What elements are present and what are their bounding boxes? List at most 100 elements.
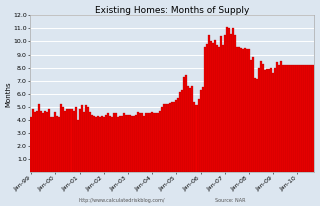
Bar <box>131 116 133 172</box>
Bar <box>181 90 183 172</box>
Bar <box>230 34 232 172</box>
Bar <box>68 109 70 172</box>
Bar <box>268 69 270 172</box>
Bar <box>145 113 147 172</box>
Bar <box>242 49 244 172</box>
Bar <box>292 65 294 172</box>
Bar <box>133 116 135 172</box>
Bar <box>75 107 76 172</box>
Bar <box>300 65 302 172</box>
Bar <box>228 28 230 172</box>
Bar <box>258 68 260 172</box>
Bar <box>180 92 181 172</box>
Bar <box>208 35 210 172</box>
Bar <box>308 65 310 172</box>
Bar <box>236 47 238 172</box>
Bar <box>76 120 78 172</box>
Bar <box>73 111 75 172</box>
Bar <box>286 65 288 172</box>
Bar <box>224 35 226 172</box>
Bar <box>163 104 165 172</box>
Bar <box>151 112 153 172</box>
Bar <box>200 90 202 172</box>
Bar <box>87 107 89 172</box>
Bar <box>147 113 149 172</box>
Bar <box>78 109 81 172</box>
Text: http://www.calculatedriskblog.com/: http://www.calculatedriskblog.com/ <box>78 198 165 203</box>
Bar <box>36 111 38 172</box>
Y-axis label: Months: Months <box>5 81 12 107</box>
Bar <box>67 109 68 172</box>
Bar <box>238 47 240 172</box>
Bar <box>256 79 258 172</box>
Bar <box>246 49 248 172</box>
Bar <box>30 117 32 172</box>
Bar <box>260 61 262 172</box>
Bar <box>93 116 95 172</box>
Bar <box>62 107 64 172</box>
Bar <box>232 28 234 172</box>
Bar <box>105 115 107 172</box>
Bar <box>310 65 312 172</box>
Bar <box>290 65 292 172</box>
Bar <box>274 68 276 172</box>
Bar <box>296 65 298 172</box>
Bar <box>276 62 278 172</box>
Bar <box>89 112 91 172</box>
Bar <box>216 45 218 172</box>
Bar <box>135 115 137 172</box>
Bar <box>103 117 105 172</box>
Bar <box>81 105 83 172</box>
Bar <box>302 65 304 172</box>
Bar <box>169 103 171 172</box>
Bar <box>101 116 103 172</box>
Bar <box>117 117 119 172</box>
Bar <box>220 36 222 172</box>
Bar <box>137 112 139 172</box>
Bar <box>214 40 216 172</box>
Bar <box>194 102 196 172</box>
Bar <box>115 113 117 172</box>
Bar <box>191 86 194 172</box>
Bar <box>252 57 254 172</box>
Bar <box>212 43 214 172</box>
Bar <box>167 104 169 172</box>
Bar <box>262 64 264 172</box>
Bar <box>32 109 34 172</box>
Bar <box>143 116 145 172</box>
Bar <box>270 68 272 172</box>
Bar <box>60 104 62 172</box>
Bar <box>153 113 155 172</box>
Bar <box>129 115 131 172</box>
Bar <box>244 48 246 172</box>
Bar <box>189 88 191 172</box>
Bar <box>234 35 236 172</box>
Bar <box>171 102 173 172</box>
Bar <box>282 65 284 172</box>
Bar <box>95 117 97 172</box>
Bar <box>44 111 46 172</box>
Bar <box>266 69 268 172</box>
Bar <box>99 117 101 172</box>
Bar <box>139 113 141 172</box>
Bar <box>125 115 127 172</box>
Bar <box>119 116 121 172</box>
Bar <box>304 65 306 172</box>
Bar <box>197 99 200 172</box>
Bar <box>127 115 129 172</box>
Bar <box>204 47 205 172</box>
Bar <box>123 113 125 172</box>
Bar <box>202 87 204 172</box>
Bar <box>272 73 274 172</box>
Bar <box>97 116 99 172</box>
Bar <box>205 44 208 172</box>
Bar <box>107 113 109 172</box>
Bar <box>165 104 167 172</box>
Bar <box>70 109 73 172</box>
Bar <box>83 112 84 172</box>
Text: Source: NAR: Source: NAR <box>215 198 246 203</box>
Bar <box>161 107 163 172</box>
Bar <box>298 65 300 172</box>
Bar <box>294 65 296 172</box>
Bar <box>248 49 250 172</box>
